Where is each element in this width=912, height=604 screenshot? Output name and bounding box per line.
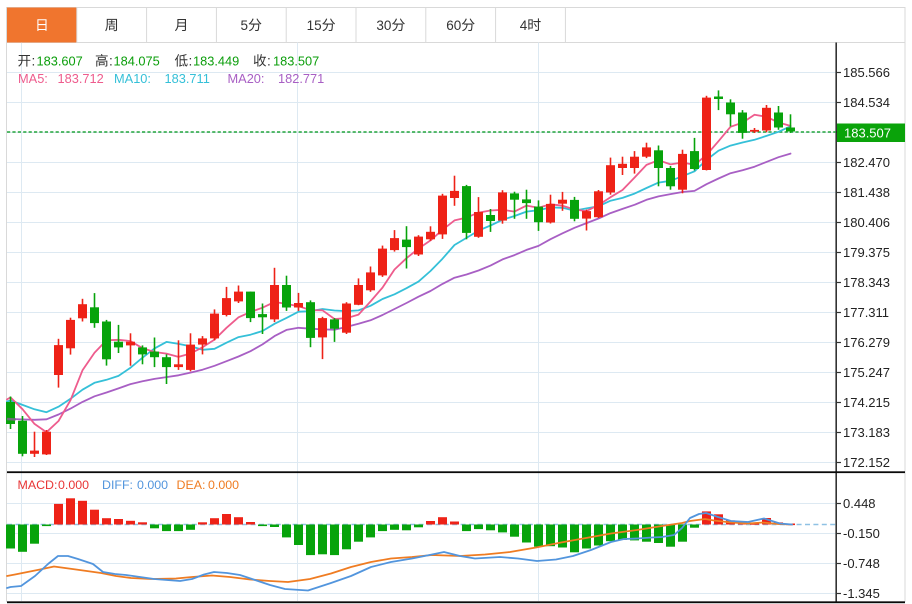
- svg-text:183.507: 183.507: [844, 125, 891, 140]
- svg-text:180.406: 180.406: [843, 215, 890, 230]
- svg-text:-1.345: -1.345: [843, 586, 880, 601]
- svg-text:5: 5: [241, 18, 249, 33]
- svg-text:60: 60: [446, 18, 461, 33]
- svg-text:175.247: 175.247: [843, 365, 890, 380]
- svg-text:::::: ::::: [32, 54, 271, 69]
- svg-text:181.438: 181.438: [843, 185, 890, 200]
- svg-text:174.215: 174.215: [843, 395, 890, 410]
- svg-text:177.311: 177.311: [843, 305, 889, 320]
- svg-text:0.448: 0.448: [843, 496, 876, 511]
- svg-text:178.343: 178.343: [843, 275, 890, 290]
- svg-text:15: 15: [307, 18, 322, 33]
- svg-text:-0.748: -0.748: [843, 556, 880, 571]
- svg-text:184.534: 184.534: [843, 95, 890, 110]
- svg-text:185.566: 185.566: [843, 65, 890, 80]
- svg-text:173.183: 173.183: [843, 425, 890, 440]
- svg-text:176.279: 176.279: [843, 335, 890, 350]
- svg-text:182.470: 182.470: [843, 155, 890, 170]
- svg-text:30: 30: [376, 18, 391, 33]
- svg-text:172.152: 172.152: [843, 455, 890, 470]
- svg-text:4: 4: [520, 18, 528, 33]
- svg-text:-0.150: -0.150: [843, 526, 880, 541]
- svg-text:179.375: 179.375: [843, 245, 890, 260]
